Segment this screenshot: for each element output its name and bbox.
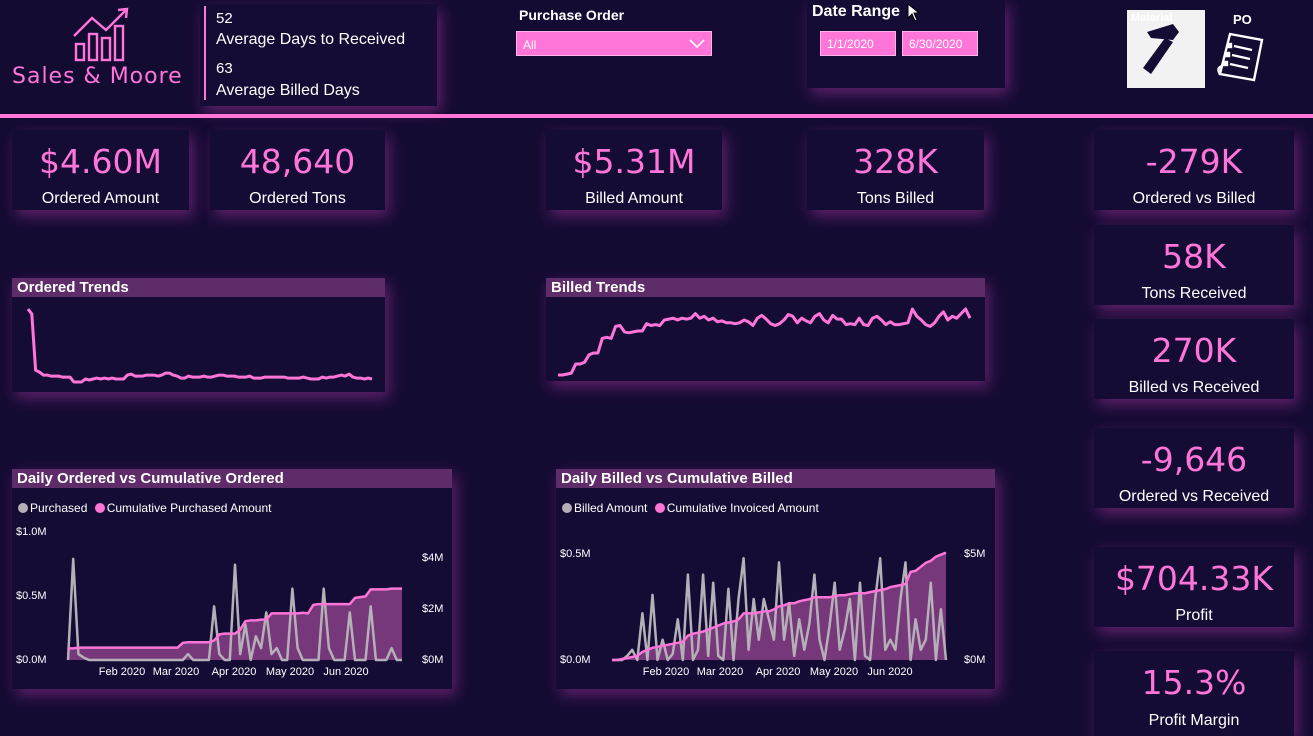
kpi-profit-margin: 15.3% Profit Margin [1094, 651, 1294, 736]
kpi-ordered-vs-billed: -279K Ordered vs Billed [1094, 130, 1294, 210]
material-button[interactable]: Material [1127, 10, 1205, 88]
kpi-label: Ordered Amount [41, 190, 160, 207]
trend-line [26, 308, 373, 384]
purchase-order-label: Purchase Order [519, 7, 625, 23]
chart-title: Daily Ordered vs Cumulative Ordered [12, 469, 452, 488]
kpi-value: 15.3% [1141, 663, 1247, 702]
daily-ordered-plot: $1.0M $0.5M $0.0M $4M $2M $0M Feb 2020 Mar 2020… [16, 526, 443, 678]
y-left-tick-label: $0.0M [560, 654, 591, 666]
trend-line [558, 307, 972, 377]
x-tick-label: Feb 2020 [99, 666, 145, 678]
y-left-tick-label: $1.0M [16, 526, 47, 538]
x-tick-label: Apr 2020 [756, 666, 801, 678]
avg-days-received-value: 52 [216, 10, 233, 27]
hammer-icon [1143, 24, 1179, 74]
cumulative-line [612, 551, 947, 662]
date-range-end-input[interactable]: 6/30/2020 [902, 31, 978, 56]
daily-billed-plot: $0.5M $0.0M $5M $0M Feb 2020 Mar 2020 Apr 2020… [560, 548, 985, 678]
chevron-down-icon [689, 39, 705, 49]
ordered-trends-chart: Ordered Trends [12, 278, 385, 392]
x-tick-label: May 2020 [810, 666, 858, 678]
kpi-label: Profit Margin [1148, 712, 1240, 729]
kpi-ordered-vs-received: -9,646 Ordered vs Received [1094, 428, 1294, 508]
y-right-tick-label: $2M [422, 603, 443, 615]
x-tick-label: Feb 2020 [643, 666, 689, 678]
kpi-label: Profit [1175, 607, 1213, 624]
chart-legend: Billed Amount Cumulative Invoiced Amount [562, 501, 819, 515]
kpi-label: Ordered vs Billed [1132, 190, 1256, 207]
avg-days-received-label: Average Days to Received [216, 31, 406, 48]
kpi-value: 58K [1162, 237, 1226, 276]
kpi-value: $5.31M [572, 142, 696, 181]
y-right-tick-label: $5M [964, 548, 985, 560]
kpi-value: $4.60M [39, 142, 162, 181]
brand-name: Sales & Moore [12, 64, 183, 89]
y-right-tick-label: $4M [422, 552, 443, 564]
x-tick-label: Mar 2020 [697, 666, 743, 678]
po-button-label: PO [1233, 12, 1252, 27]
kpi-ordered-amount: $4.60M Ordered Amount [12, 130, 189, 210]
date-range-card: Date Range 1/1/2020 6/30/2020 [807, 0, 1005, 88]
x-tick-label: May 2020 [266, 666, 314, 678]
kpi-tons-billed: 328K Tons Billed [807, 130, 984, 210]
date-range-start-input[interactable]: 1/1/2020 [820, 31, 896, 56]
y-right-tick-label: $0M [964, 654, 985, 666]
purchase-order-selected: All [523, 38, 537, 52]
ordered-trends-plot [26, 308, 373, 384]
date-range-label: Date Range [812, 3, 901, 20]
kpi-label: Billed Amount [585, 190, 683, 207]
avg-billed-days-value: 63 [216, 60, 233, 77]
kpi-billed-amount: $5.31M Billed Amount [546, 130, 722, 210]
kpi-label: Tons Received [1141, 285, 1247, 302]
billed-trends-chart: Billed Trends [546, 278, 985, 381]
kpi-billed-vs-received: 270K Billed vs Received [1094, 319, 1294, 399]
legend-item-purchased[interactable]: Purchased [18, 501, 87, 515]
daily-line [66, 557, 402, 662]
chart-title: Billed Trends [546, 278, 985, 297]
legend-item-billed-amount[interactable]: Billed Amount [562, 501, 647, 515]
growth-chart-icon [73, 7, 129, 62]
kpi-label: Tons Billed [856, 190, 935, 207]
x-tick-label: Jun 2020 [867, 666, 912, 678]
x-tick-label: Jun 2020 [323, 666, 368, 678]
brand-logo: Sales & Moore [12, 6, 194, 96]
material-button-label: Material [1131, 12, 1173, 24]
kpi-tons-received: 58K Tons Received [1094, 225, 1294, 305]
cumulative-line [68, 587, 402, 650]
kpi-ordered-tons: 48,640 Ordered Tons [210, 130, 385, 210]
kpi-label: Ordered Tons [249, 190, 346, 207]
y-left-tick-label: $0.5M [16, 590, 47, 602]
kpi-value: -279K [1145, 142, 1243, 181]
y-left-tick-label: $0.5M [560, 548, 591, 560]
y-right-tick-label: $0M [422, 654, 443, 666]
daily-ordered-chart: Daily Ordered vs Cumulative Ordered Purc… [12, 469, 452, 689]
x-tick-label: Mar 2020 [153, 666, 199, 678]
daily-line [612, 557, 948, 662]
x-tick-label: Apr 2020 [212, 666, 257, 678]
kpi-value: $704.33K [1114, 559, 1274, 598]
kpi-label: Ordered vs Received [1118, 488, 1270, 505]
legend-item-cumulative-purchased[interactable]: Cumulative Purchased Amount [94, 501, 271, 515]
avg-billed-days-label: Average Billed Days [216, 82, 360, 99]
cumulative-area [68, 588, 402, 660]
summary-stats-card: 52 Average Days to Received 63 Average B… [200, 4, 437, 106]
kpi-profit: $704.33K Profit [1094, 547, 1294, 627]
billed-trends-plot [558, 307, 972, 377]
cursor-icon [907, 3, 921, 22]
kpi-value: 328K [853, 142, 938, 181]
kpi-value: -9,646 [1140, 440, 1248, 479]
header-divider [0, 114, 1313, 118]
po-button[interactable]: PO [1214, 10, 1274, 88]
kpi-value: 48,640 [239, 142, 356, 181]
kpi-value: 270K [1151, 331, 1237, 370]
daily-billed-chart: Daily Billed vs Cumulative Billed Billed… [556, 469, 995, 689]
chart-title: Ordered Trends [12, 278, 385, 297]
chart-legend: Purchased Cumulative Purchased Amount [18, 501, 271, 515]
purchase-order-dropdown[interactable]: All [516, 31, 712, 56]
y-left-tick-label: $0.0M [16, 654, 47, 666]
chart-title: Daily Billed vs Cumulative Billed [556, 469, 995, 488]
legend-item-cumulative-invoiced[interactable]: Cumulative Invoiced Amount [654, 501, 819, 515]
document-list-icon [1217, 32, 1264, 82]
kpi-label: Billed vs Received [1128, 379, 1260, 396]
